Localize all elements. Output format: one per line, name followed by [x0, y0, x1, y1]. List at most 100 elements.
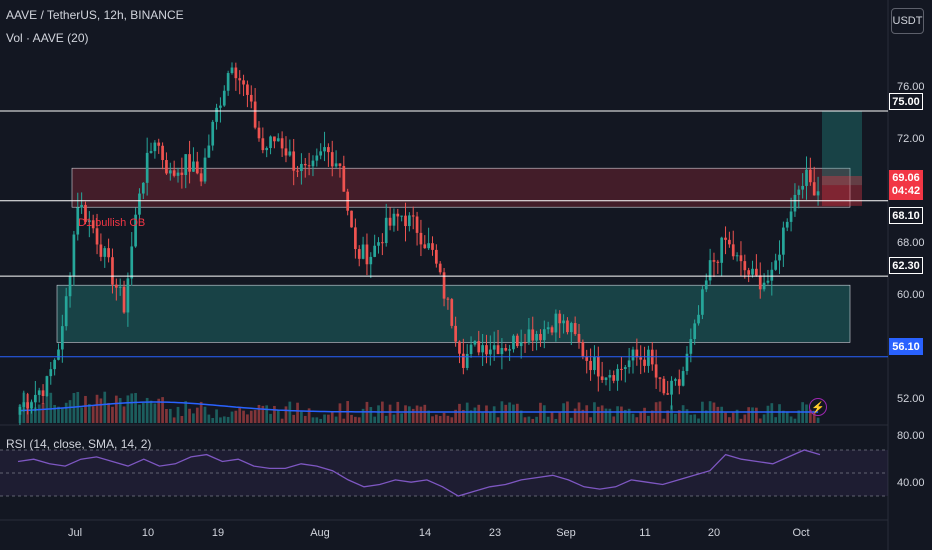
volume-bar: [257, 404, 261, 423]
volume-bar: [481, 412, 484, 423]
volume-bar: [327, 414, 330, 423]
volume-bar: [246, 414, 249, 423]
volume-ma-line: [19, 401, 819, 413]
volume-bar: [199, 401, 203, 423]
volume-bar: [461, 409, 465, 423]
volume-bar: [303, 415, 307, 423]
volume-bar: [785, 411, 789, 423]
candle-body: [562, 320, 565, 324]
candle-body: [573, 323, 577, 334]
candle-body: [126, 278, 130, 313]
volume-bar: [253, 410, 257, 423]
candle-body: [203, 157, 207, 182]
candle-body: [87, 220, 91, 223]
volume-bar: [411, 408, 415, 423]
candle-body: [593, 356, 596, 371]
volume-bar: [311, 417, 315, 423]
candle-body: [747, 270, 751, 275]
volume-bar: [539, 402, 542, 423]
volume-bar: [323, 414, 326, 423]
volume-layer: [18, 391, 820, 423]
candle-body: [805, 169, 808, 186]
candle-body: [222, 90, 226, 106]
volume-bar: [496, 417, 500, 423]
volume-bar: [816, 417, 820, 423]
candle-body: [450, 299, 454, 326]
volume-bar: [662, 418, 666, 423]
volume-bar: [288, 401, 292, 423]
candle-body: [527, 329, 531, 343]
volume-bar: [192, 413, 195, 423]
candle-body: [454, 325, 457, 342]
candle-body: [473, 341, 477, 345]
candle-body: [635, 349, 639, 358]
volume-bar: [523, 417, 527, 423]
volume-bar: [211, 417, 215, 423]
volume-bar: [739, 418, 743, 423]
volume-bar: [207, 414, 211, 423]
volume-bar: [99, 398, 103, 423]
candle-body: [68, 275, 72, 297]
candle-body: [743, 261, 747, 271]
candle-body: [674, 379, 677, 381]
volume-bar: [180, 415, 184, 423]
volume-bar: [596, 406, 600, 423]
volume-bar: [330, 411, 334, 423]
candle-body: [149, 151, 153, 153]
volume-bar: [41, 403, 45, 423]
candle-body: [558, 313, 562, 324]
volume-bar: [492, 406, 496, 423]
candle-body: [261, 138, 265, 151]
volume-bar: [76, 391, 80, 423]
volume-bar: [273, 405, 276, 423]
currency-button[interactable]: USDT: [891, 8, 924, 34]
volume-bar: [724, 412, 727, 423]
candle-body: [435, 249, 438, 264]
candle-body: [785, 221, 789, 228]
candle-body: [157, 142, 161, 146]
volume-bar: [215, 409, 218, 423]
volume-bar: [68, 400, 72, 423]
volume-bar: [812, 410, 816, 423]
volume-bar: [114, 395, 118, 423]
candle-body: [64, 296, 68, 327]
candle-body: [57, 349, 60, 360]
volume-bar: [126, 395, 130, 423]
candle-body: [215, 107, 218, 122]
volume-bar: [361, 408, 365, 423]
volume-bar: [130, 393, 134, 423]
candle-body: [712, 260, 716, 262]
volume-bar: [531, 418, 535, 423]
candle-body: [315, 155, 319, 161]
volume-bar: [276, 410, 280, 423]
candle-layer: [18, 62, 820, 426]
volume-bar: [670, 405, 673, 423]
volume-bar: [778, 404, 781, 423]
candle-body: [311, 160, 315, 167]
volume-bar: [195, 407, 199, 423]
candle-body: [812, 182, 816, 196]
level-tag-62: 62.30: [889, 257, 923, 274]
candle-body: [469, 344, 473, 354]
volume-bar: [296, 402, 299, 423]
volume-bar: [758, 418, 762, 423]
candle-body: [608, 375, 612, 378]
volume-bar: [415, 405, 419, 423]
volume-bar: [558, 412, 562, 423]
candle-body: [323, 147, 326, 152]
volume-bar: [265, 405, 269, 423]
volume-bar: [616, 406, 619, 423]
volume-bar: [149, 400, 153, 423]
candle-body: [728, 239, 731, 245]
lightning-icon[interactable]: ⚡: [809, 398, 827, 416]
candle-body: [485, 345, 488, 355]
candle-body: [257, 127, 261, 139]
volume-bar: [438, 415, 442, 423]
volume-bar: [809, 409, 812, 423]
candle-body: [369, 256, 373, 265]
volume-bar: [573, 408, 577, 423]
y-tick-label: 52.00: [897, 393, 925, 405]
x-tick-label: Sep: [556, 527, 576, 539]
volume-bar: [751, 407, 754, 423]
candle-body: [238, 78, 242, 81]
